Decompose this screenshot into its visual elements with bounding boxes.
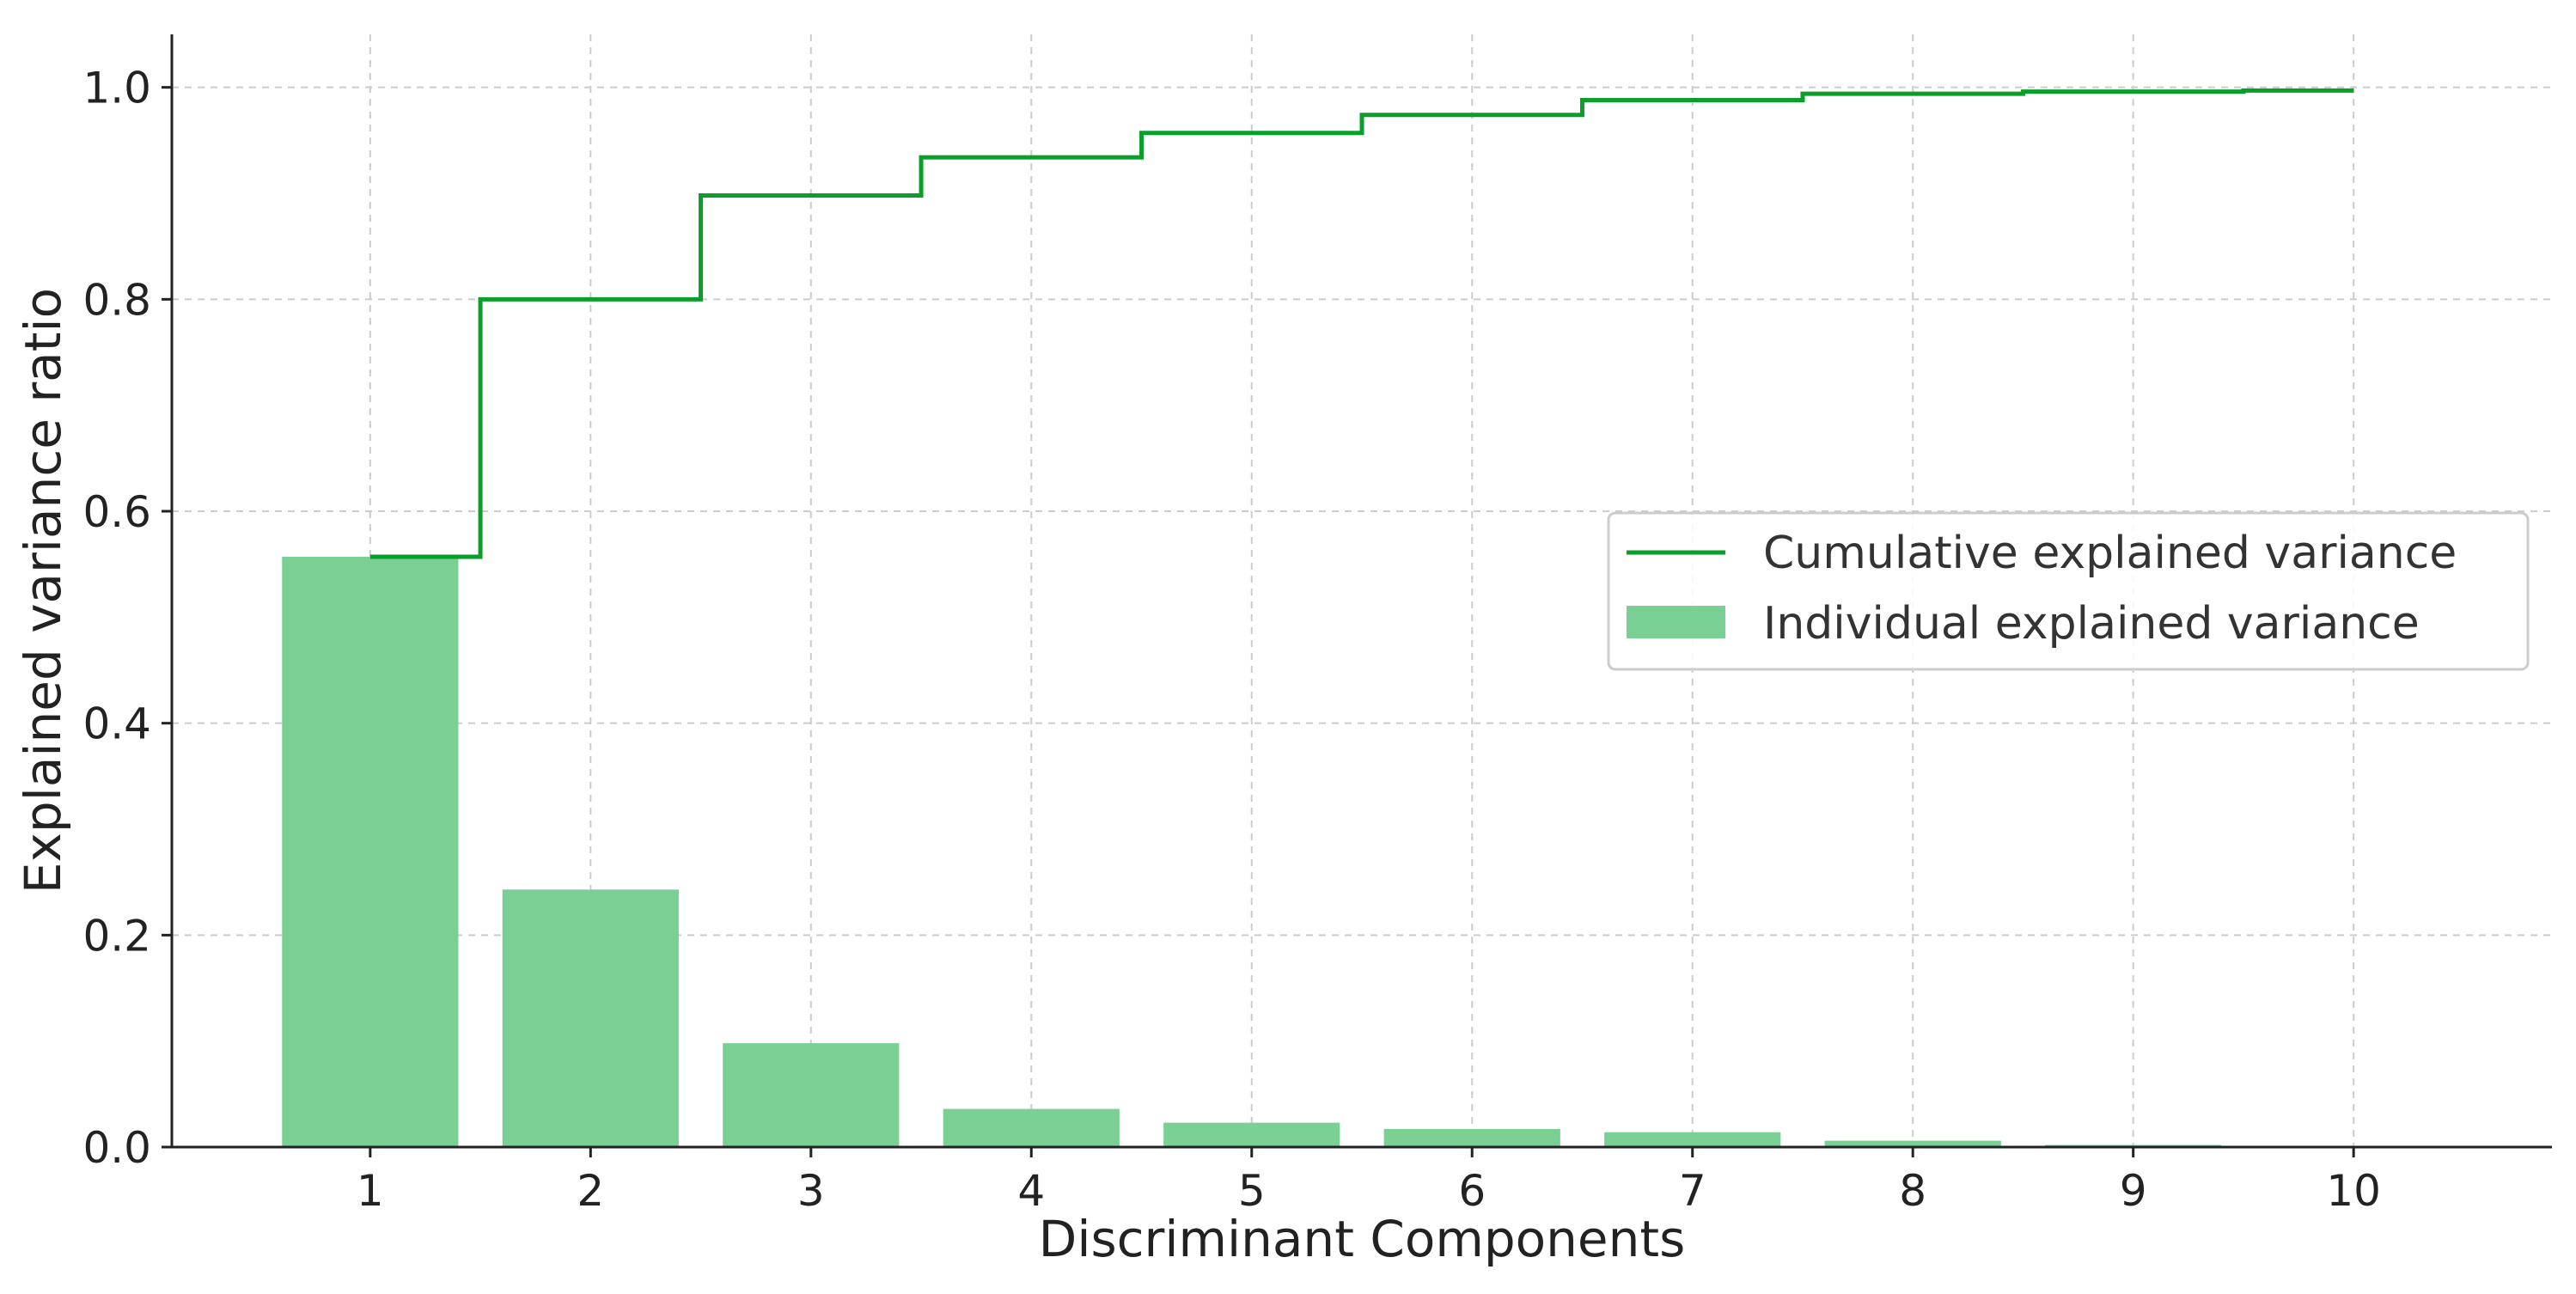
- legend-label-cumulative: Cumulative explained variance: [1763, 528, 2457, 579]
- x-tick-label: 5: [1238, 1166, 1266, 1216]
- x-tick-label: 3: [797, 1166, 825, 1216]
- axes-layer: [170, 34, 2552, 1149]
- y-axis-title: Explained variance ratio: [14, 288, 72, 894]
- y-tick-label: 1.0: [82, 64, 151, 113]
- y-tick-label: 0.4: [82, 699, 151, 749]
- x-tick-label: 9: [2120, 1166, 2147, 1216]
- x-tick-label: 6: [1458, 1166, 1486, 1216]
- x-tick-label: 1: [357, 1166, 384, 1216]
- bar-component-1: [282, 557, 459, 1147]
- legend-label-individual: Individual explained variance: [1763, 598, 2420, 650]
- y-tick-label: 0.8: [82, 275, 151, 325]
- y-tick-label: 0.0: [82, 1123, 151, 1173]
- x-tick-label: 8: [1899, 1166, 1926, 1216]
- tick-labels-layer: 1 2 3 4 5 6 7 8 9 10 0.0 0.2 0.4 0.6 0.8 1.0: [82, 64, 2381, 1216]
- bar-component-7: [1604, 1132, 1781, 1147]
- cumulative-step-layer: [369, 88, 2354, 559]
- bars-layer: [282, 557, 2442, 1147]
- legend-swatch-individual: [1627, 606, 1725, 638]
- bar-component-2: [502, 889, 679, 1147]
- x-tick-label: 4: [1017, 1166, 1045, 1216]
- bar-component-3: [723, 1043, 900, 1147]
- y-tick-label: 0.6: [82, 487, 151, 537]
- y-tick-label: 0.2: [82, 911, 151, 961]
- x-axis-title: Discriminant Components: [1039, 1210, 1686, 1268]
- x-tick-label: 2: [577, 1166, 604, 1216]
- cumulative-variance-line: [369, 88, 2354, 559]
- bar-component-5: [1163, 1122, 1340, 1147]
- bar-component-4: [943, 1108, 1120, 1147]
- x-tick-label: 10: [2326, 1166, 2381, 1216]
- legend: Cumulative explained variance Individual…: [1607, 511, 2530, 671]
- bar-component-6: [1383, 1129, 1560, 1147]
- legend-box: [1607, 511, 2530, 671]
- x-tick-label: 7: [1679, 1166, 1706, 1216]
- bar-component-8: [1824, 1140, 2001, 1147]
